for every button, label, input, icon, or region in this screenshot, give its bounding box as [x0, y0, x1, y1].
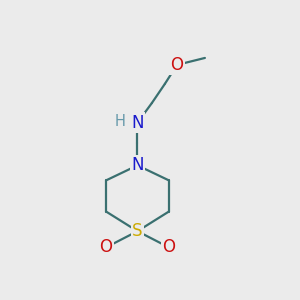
Text: O: O — [162, 238, 176, 256]
Text: N: N — [131, 114, 144, 132]
Text: O: O — [170, 56, 184, 74]
Text: S: S — [132, 222, 143, 240]
Text: O: O — [100, 238, 112, 256]
Text: N: N — [131, 156, 144, 174]
Text: H: H — [115, 114, 125, 129]
